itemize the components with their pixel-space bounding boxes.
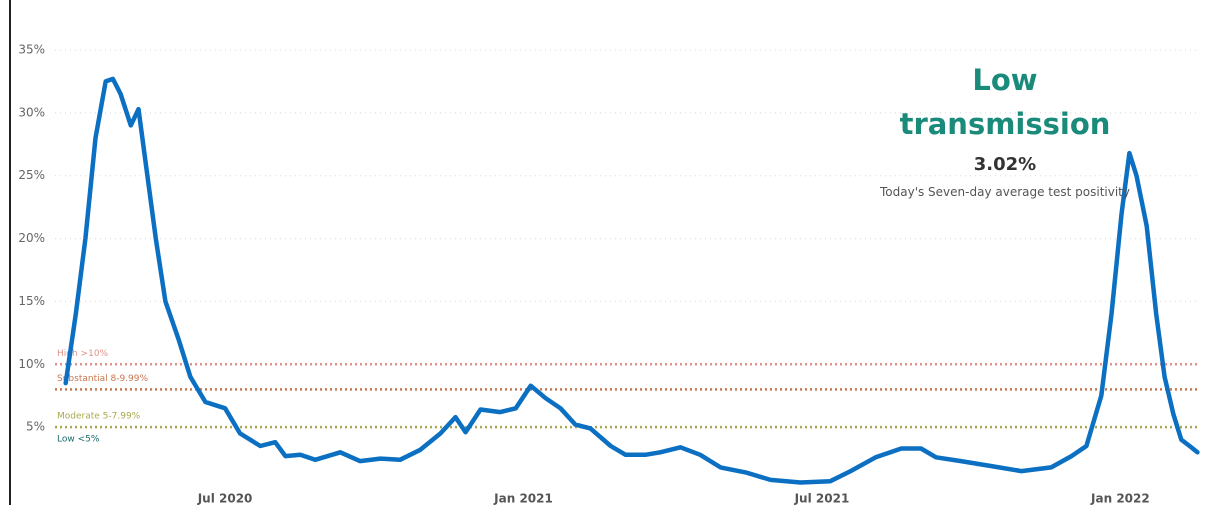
y-tick-label: 5% xyxy=(26,420,45,434)
threshold-label: High >10% xyxy=(57,349,109,359)
y-tick-label: 30% xyxy=(18,105,45,119)
x-tick-label: Jul 2020 xyxy=(197,492,253,505)
annotation-title: Low transmission xyxy=(899,63,1111,141)
y-tick-label: 20% xyxy=(18,231,45,245)
annotation-caption: Today's Seven-day average test positivit… xyxy=(879,185,1130,199)
annotation: Low transmission 3.02% Today's Seven-day… xyxy=(860,58,1150,199)
annotation-value: 3.02% xyxy=(973,154,1037,175)
y-tick-label: 15% xyxy=(18,294,45,308)
threshold-label: Low <5% xyxy=(57,435,100,445)
y-tick-label: 35% xyxy=(18,43,45,57)
y-tick-label: 10% xyxy=(18,357,45,371)
x-tick-label: Jan 2022 xyxy=(1090,492,1150,505)
x-tick-label: Jul 2021 xyxy=(794,492,850,505)
y-tick-label: 25% xyxy=(18,168,45,182)
data-line xyxy=(63,76,1200,485)
threshold-label: Substantial 8-9.99% xyxy=(57,374,148,384)
threshold-label: Moderate 5-7.99% xyxy=(57,412,141,422)
x-tick-label: Jan 2021 xyxy=(493,492,553,505)
